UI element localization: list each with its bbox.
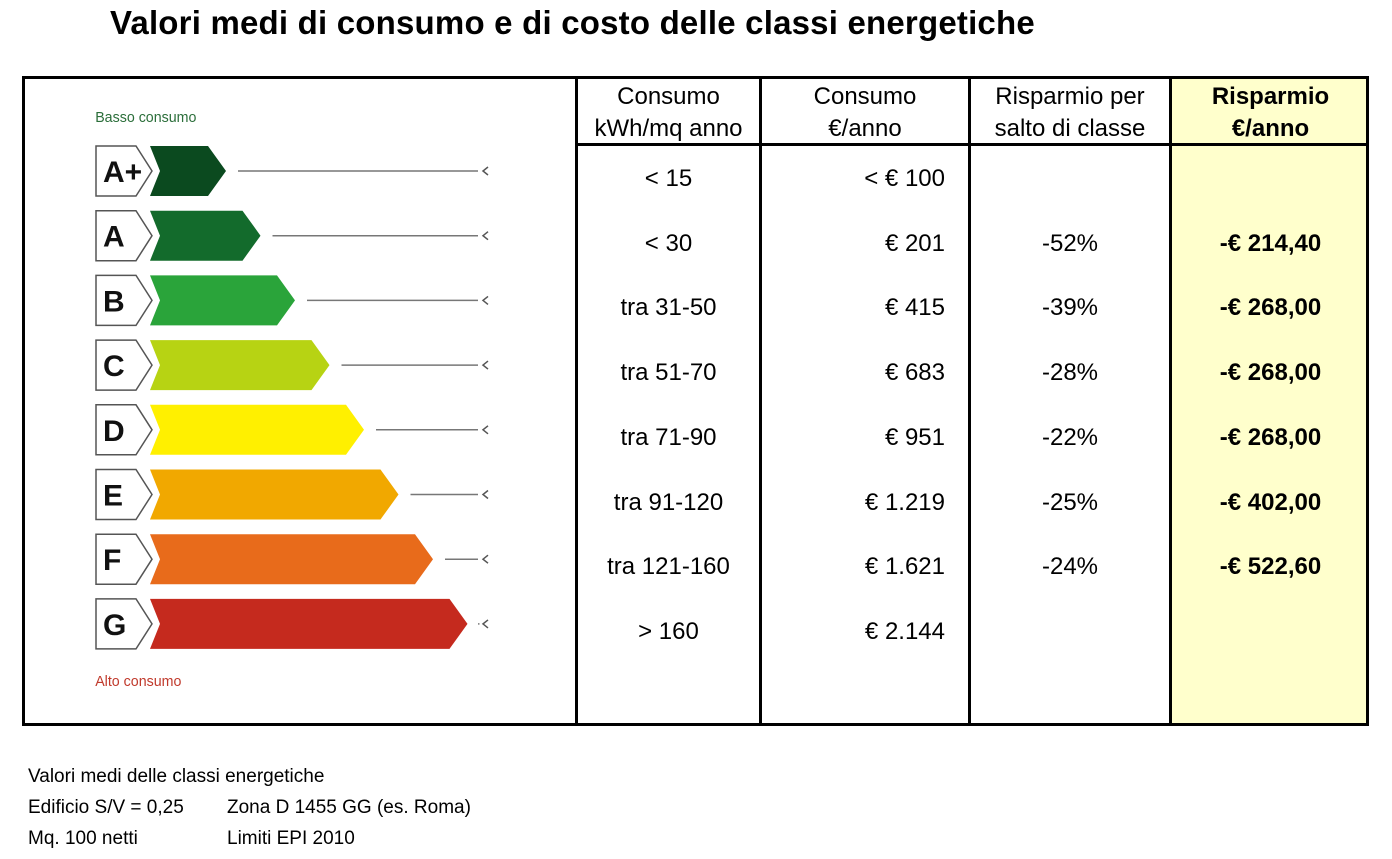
footer-line-3: Mq. 100 netti Limiti EPI 2010 xyxy=(28,828,355,849)
low-consumption-label: Basso consumo xyxy=(95,110,196,126)
cell-risparmio-pct: -52% xyxy=(1041,229,1099,257)
energy-table: Consumo kWh/mq anno Consumo €/anno Rispa… xyxy=(22,76,1369,726)
leader-tick xyxy=(481,295,489,305)
class-letter: B xyxy=(103,285,125,318)
cell-consumo-kwh: > 160 xyxy=(638,617,699,645)
energy-class-bar xyxy=(150,146,226,196)
leader-tick xyxy=(481,425,489,435)
cell-risparmio-pct: -39% xyxy=(1041,294,1099,322)
cell-consumo-eur: € 415 xyxy=(884,294,945,322)
leader-tick xyxy=(481,231,489,241)
class-letter: A+ xyxy=(103,156,142,189)
class-letter-box xyxy=(95,339,153,391)
class-letter: D xyxy=(103,415,125,448)
cell-risparmio-pct: -25% xyxy=(1041,488,1099,516)
leader-tick xyxy=(481,489,489,500)
energy-class-bar xyxy=(150,340,330,391)
cell-risparmio-eur: -€ 402,00 xyxy=(1219,488,1322,516)
cell-consumo-eur: € 1.621 xyxy=(864,553,945,581)
cell-consumo-eur: < € 100 xyxy=(864,165,945,192)
leader-tick xyxy=(481,619,489,629)
class-letter-box xyxy=(95,274,153,327)
energy-class-bar xyxy=(150,534,433,585)
cell-consumo-eur: € 201 xyxy=(884,229,945,257)
cell-risparmio-eur: -€ 522,60 xyxy=(1219,553,1322,581)
energy-class-bar xyxy=(150,469,399,520)
header-risparmio-pct: Risparmio per salto di classe xyxy=(994,83,1146,142)
energy-class-bar xyxy=(150,598,468,649)
class-letter-box xyxy=(95,404,153,456)
footer-line-2: Edificio S/V = 0,25 Zona D 1455 GG (es. … xyxy=(28,797,471,818)
class-letter-box xyxy=(95,209,153,262)
leader-tick xyxy=(481,166,489,176)
class-letter: F xyxy=(103,544,121,577)
cell-consumo-eur: € 1.219 xyxy=(864,488,945,516)
class-letter-box xyxy=(95,598,153,650)
header-consumo-kwh: Consumo kWh/mq anno xyxy=(594,83,743,142)
page-title: Valori medi di consumo e di costo delle … xyxy=(110,4,1035,41)
energy-class-bar xyxy=(150,210,261,261)
cell-consumo-kwh: tra 31-50 xyxy=(620,294,717,322)
savings-column-highlight xyxy=(1172,79,1366,723)
class-letter: C xyxy=(103,350,125,383)
cell-risparmio-pct: -24% xyxy=(1041,553,1099,581)
cell-consumo-kwh: < 30 xyxy=(644,229,693,257)
cell-consumo-eur: € 2.144 xyxy=(864,617,945,645)
cell-consumo-kwh: tra 91-120 xyxy=(613,488,724,516)
cell-risparmio-pct: -28% xyxy=(1041,359,1099,387)
class-letter: A xyxy=(103,221,125,254)
header-consumo-eur: Consumo €/anno xyxy=(813,83,917,142)
leader-tick xyxy=(481,554,489,564)
cell-consumo-kwh: tra 121-160 xyxy=(607,553,730,581)
energy-class-bar xyxy=(150,275,295,326)
cell-consumo-kwh: tra 51-70 xyxy=(620,359,717,387)
class-letter: G xyxy=(103,609,126,642)
cell-risparmio-pct: -22% xyxy=(1041,423,1099,451)
cell-risparmio-eur: -€ 268,00 xyxy=(1219,359,1322,387)
cell-risparmio-eur: -€ 214,40 xyxy=(1219,229,1322,257)
energy-class-bar xyxy=(150,404,364,455)
class-letter-box xyxy=(95,533,153,585)
cell-risparmio-eur: -€ 268,00 xyxy=(1219,294,1322,322)
class-letter: E xyxy=(103,480,123,513)
footer-line-1: Valori medi delle classi energetiche xyxy=(28,766,325,787)
cell-consumo-eur: € 951 xyxy=(884,423,945,451)
cell-consumo-kwh: < 15 xyxy=(644,165,693,192)
cell-consumo-kwh: tra 71-90 xyxy=(620,423,717,451)
cell-consumo-eur: € 683 xyxy=(884,359,945,387)
leader-tick xyxy=(481,360,489,370)
class-letter-box xyxy=(95,145,153,197)
header-risparmio-eur: Risparmio €/anno xyxy=(1211,83,1330,142)
class-letter-box xyxy=(95,468,153,521)
cell-risparmio-eur: -€ 268,00 xyxy=(1219,423,1322,451)
high-consumption-label: Alto consumo xyxy=(95,674,181,690)
